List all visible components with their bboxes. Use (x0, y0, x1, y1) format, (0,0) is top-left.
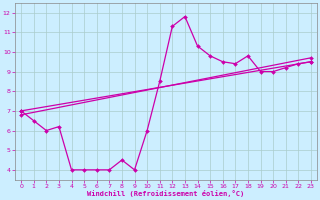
X-axis label: Windchill (Refroidissement éolien,°C): Windchill (Refroidissement éolien,°C) (87, 190, 245, 197)
